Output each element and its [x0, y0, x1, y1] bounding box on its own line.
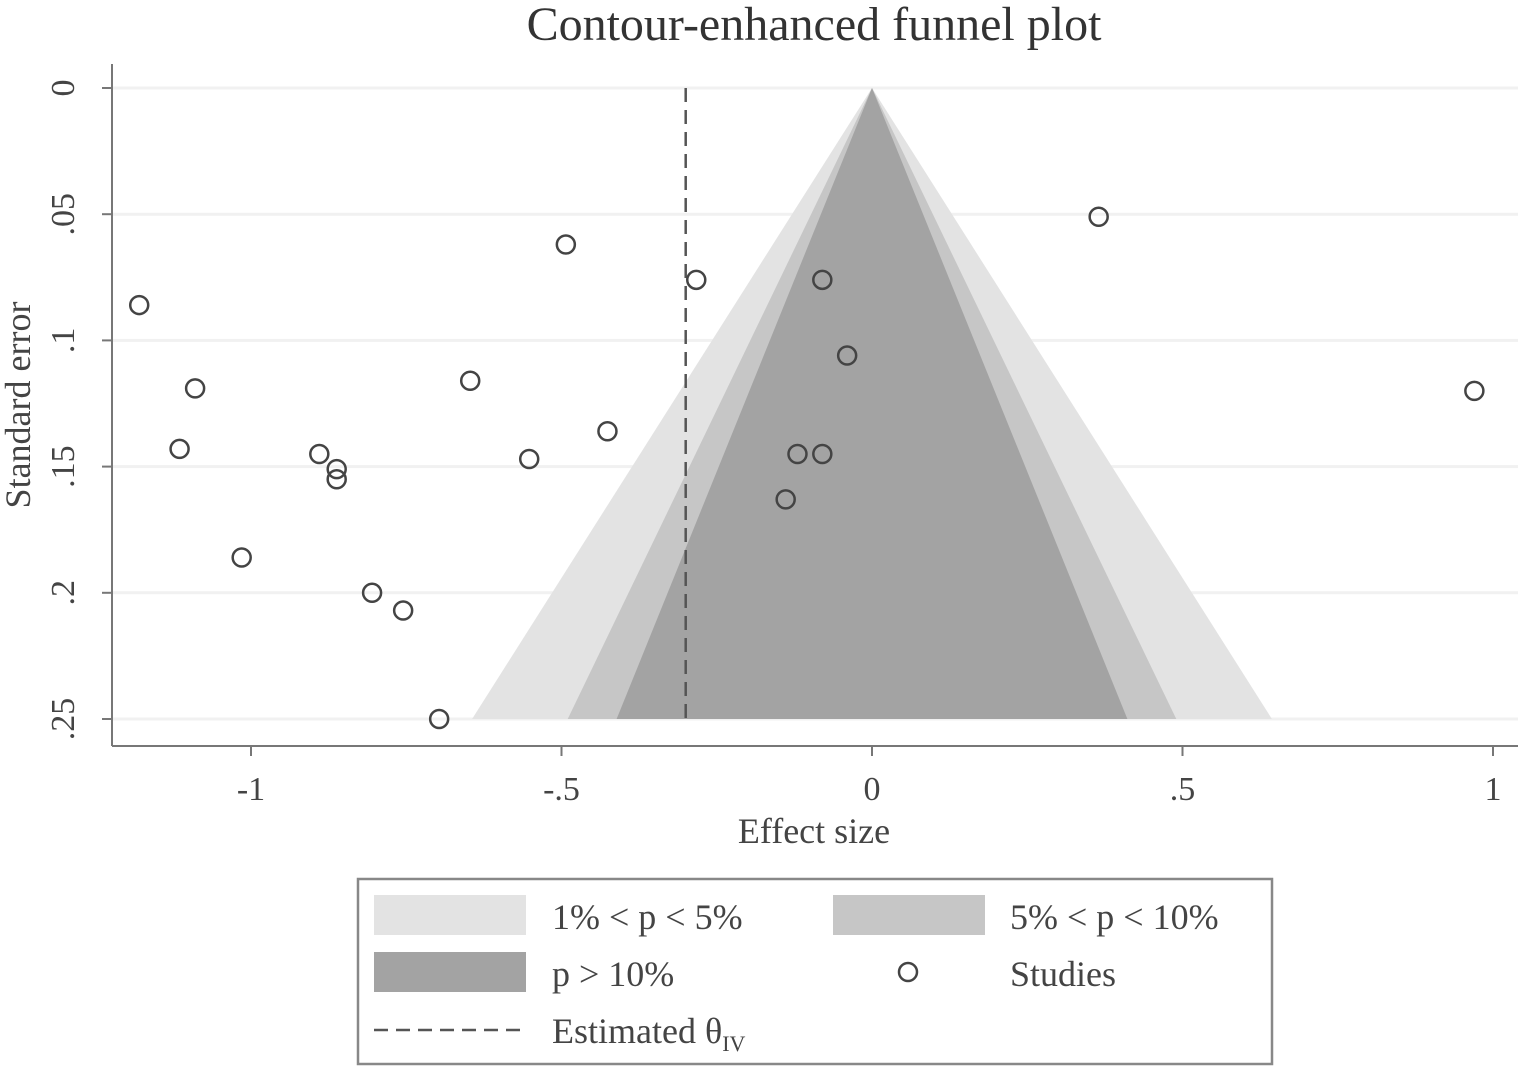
- study-point-21: [1088, 206, 1109, 227]
- study-point-9: [392, 600, 414, 621]
- x-tick-label-3: .5: [1170, 771, 1196, 808]
- y-tick-label-1: .05: [45, 193, 82, 236]
- x-tick-label-1: -.5: [543, 771, 580, 808]
- study-points: [128, 206, 1485, 730]
- axes: [111, 64, 1518, 747]
- study-point-20: [775, 489, 796, 510]
- legend-label-theta-main: Estimated θ: [552, 1011, 722, 1051]
- x-tick-label-2: 0: [864, 771, 881, 808]
- legend-label-theta: Estimated θIV: [552, 1011, 746, 1056]
- study-point-19: [812, 443, 833, 465]
- legend-marker-studies: [897, 961, 919, 983]
- legend-label-studies: Studies: [1010, 954, 1116, 994]
- study-point-15: [686, 269, 707, 291]
- study-point-17: [836, 345, 858, 366]
- study-point-13: [555, 234, 577, 255]
- study-point-4: [231, 547, 252, 568]
- x-ticks: -1 -.5 0 .5 1: [237, 746, 1502, 808]
- study-point-2: [184, 378, 206, 399]
- legend-swatch-1-5: [374, 895, 526, 935]
- legend-label-1-5: 1% < p < 5%: [552, 897, 743, 937]
- y-tick-label-2: .1: [45, 328, 82, 354]
- study-point-7: [326, 468, 347, 490]
- study-point-8: [361, 582, 383, 604]
- y-tick-label-3: .15: [45, 445, 82, 488]
- study-point-11: [459, 370, 481, 392]
- legend-label-gt10: p > 10%: [552, 954, 674, 994]
- chart-title: Contour-enhanced funnel plot: [527, 0, 1103, 51]
- study-point-10: [428, 708, 450, 730]
- x-axis-title: Effect size: [738, 811, 890, 851]
- legend: 1% < p < 5% 5% < p < 10% p > 10% Studies…: [356, 877, 1274, 1066]
- study-point-5: [309, 443, 330, 465]
- legend-swatch-gt10: [374, 952, 526, 992]
- study-point-22: [1464, 380, 1485, 402]
- study-point-3: [169, 438, 190, 460]
- study-point-1: [128, 294, 150, 316]
- study-point-14: [597, 421, 618, 442]
- study-point-16: [812, 269, 833, 291]
- y-ticks: 0 .05 .1 .15 .2 .25: [45, 80, 112, 741]
- y-tick-label-0: 0: [45, 80, 82, 97]
- x-tick-label-4: 1: [1485, 771, 1502, 808]
- legend-label-theta-subscript: IV: [722, 1031, 745, 1056]
- contour-regions: [472, 88, 1272, 719]
- study-point-18: [787, 443, 808, 465]
- study-point-6: [326, 458, 347, 480]
- y-tick-label-4: .2: [45, 580, 82, 606]
- legend-label-5-10: 5% < p < 10%: [1010, 897, 1219, 937]
- study-point-12: [518, 448, 540, 470]
- contour-region-3: [616, 88, 1128, 719]
- legend-swatch-5-10: [833, 895, 985, 935]
- y-tick-label-5: .25: [45, 698, 82, 741]
- x-tick-label-0: -1: [237, 771, 265, 808]
- y-axis-title: Standard error: [0, 302, 38, 509]
